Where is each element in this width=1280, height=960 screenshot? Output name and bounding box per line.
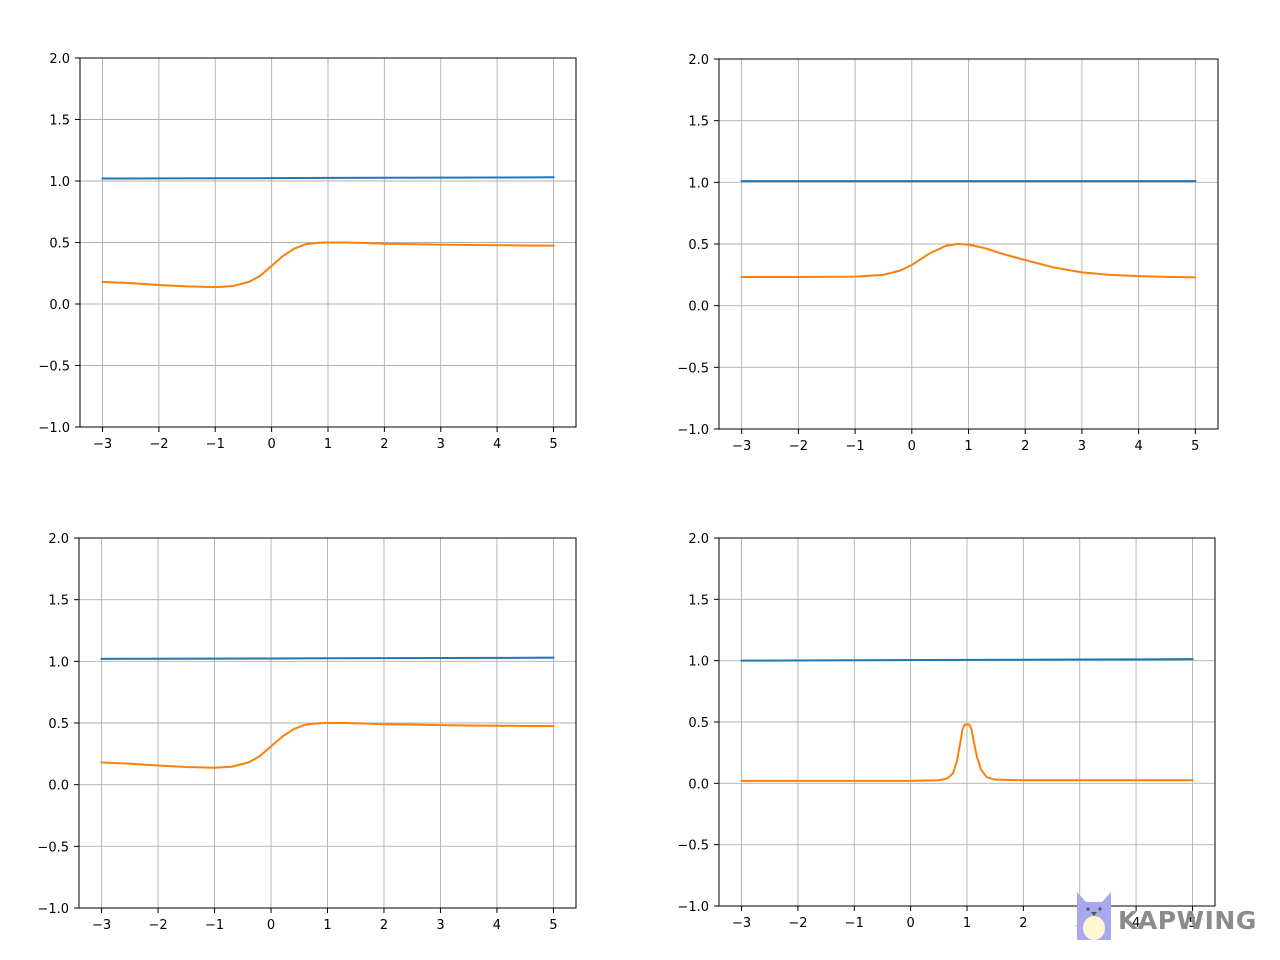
top-right-ytick-label-3: 0.5 (688, 238, 709, 253)
subplot-bottom-left: −3 −2 −1 0 1 2 3 4 5 −1.0 −0.5 0.0 0.5 1.0 1.5 2.0 (37, 532, 577, 933)
bottom-left-xtick-label-4: 1 (323, 918, 331, 933)
top-left-ytick-label-5: 1.5 (49, 114, 70, 129)
top-right-ytick-label-5: 1.5 (688, 115, 709, 130)
bottom-right-ytick-label-4: 1.0 (688, 655, 709, 670)
kapwing-logo-icon (1077, 892, 1111, 940)
top-right-ytick-label-2: 0.0 (688, 300, 709, 315)
bottom-right-series-blue-line (740, 658, 1194, 662)
subplot-top-left: −3 −2 −1 0 1 2 3 4 5 −1.0 −0.5 0.0 0.5 1.0 1.5 2.0 (38, 52, 577, 452)
bottom-right-ytick-label-1: −0.5 (677, 839, 709, 854)
top-right-ytick-label-1: −0.5 (677, 361, 709, 376)
bottom-left-ytick-label-0: −1.0 (37, 902, 69, 917)
top-right-xtick-label-4: 1 (964, 439, 972, 454)
bottom-right-xtick-label-4: 1 (963, 916, 971, 931)
top-left-xtick-label-7: 4 (493, 437, 501, 452)
top-left-ytick-label-4: 1.0 (49, 175, 70, 190)
bottom-right-series-orange-line (740, 723, 1194, 782)
top-right-xtick-label-3: 0 (908, 439, 916, 454)
top-left-ytick-label-1: −0.5 (38, 360, 70, 375)
top-left-xtick-label-8: 5 (549, 437, 557, 452)
bottom-left-xtick-label-2: −1 (205, 918, 224, 933)
bottom-left-xtick-label-5: 2 (380, 918, 388, 933)
kapwing-watermark: KAPWING (1077, 892, 1257, 940)
bottom-right-xtick-label-0: −3 (732, 916, 751, 931)
bottom-left-xtick-label-7: 4 (493, 918, 501, 933)
top-left-ytick-label-3: 0.5 (49, 237, 70, 252)
bottom-left-xtick-label-1: −2 (148, 918, 167, 933)
bottom-left-series-orange-line (100, 722, 555, 769)
bottom-left-ytick-label-5: 1.5 (48, 594, 69, 609)
top-right-xtick-label-1: −2 (789, 439, 808, 454)
kapwing-watermark-text: KAPWING (1118, 906, 1257, 935)
top-right-ytick-label-4: 1.0 (688, 176, 709, 191)
top-right-xtick-label-8: 5 (1191, 439, 1199, 454)
bottom-left-ytick-label-4: 1.0 (48, 655, 69, 670)
top-right-xtick-label-6: 3 (1078, 439, 1086, 454)
top-right-xtick-label-7: 4 (1134, 439, 1142, 454)
bottom-left-series-blue-line (100, 656, 555, 660)
top-left-series-orange-line (101, 241, 555, 289)
bottom-right-ytick-label-5: 1.5 (688, 593, 709, 608)
top-left-xtick-label-1: −2 (149, 437, 168, 452)
bottom-right-xtick-label-8: 5 (1188, 916, 1196, 931)
bottom-left-xtick-label-6: 3 (436, 918, 444, 933)
bottom-left-xtick-label-0: −3 (92, 918, 111, 933)
top-right-xtick-label-5: 2 (1021, 439, 1029, 454)
top-left-ytick-label-2: 0.0 (49, 298, 70, 313)
top-right-ytick-label-0: −1.0 (677, 423, 709, 438)
top-right-xtick-label-0: −3 (732, 439, 751, 454)
bottom-left-xtick-label-8: 5 (549, 918, 557, 933)
bottom-right-xtick-label-3: 0 (906, 916, 914, 931)
top-left-ytick-label-0: −1.0 (38, 421, 70, 436)
bottom-left-ytick-label-2: 0.0 (48, 779, 69, 794)
top-right-series-orange-line (740, 243, 1197, 279)
top-left-xtick-label-2: −1 (206, 437, 225, 452)
top-left-xtick-label-4: 1 (324, 437, 332, 452)
top-left-xtick-label-6: 3 (437, 437, 445, 452)
bottom-left-ytick-label-6: 2.0 (48, 532, 69, 547)
top-right-xtick-label-2: −1 (846, 439, 865, 454)
bottom-left-xtick-label-3: 0 (267, 918, 275, 933)
bottom-left-ytick-label-1: −0.5 (37, 840, 69, 855)
bottom-right-ytick-label-0: −1.0 (677, 900, 709, 915)
bottom-right-ytick-label-6: 2.0 (688, 532, 709, 547)
top-left-series-blue-line (101, 176, 555, 180)
bottom-right-xtick-label-7: 4 (1132, 916, 1140, 931)
subplot-top-right: −3 −2 −1 0 1 2 3 4 5 −1.0 −0.5 0.0 0.5 1.0 1.5 2.0 (677, 53, 1219, 454)
bottom-left-ytick-label-3: 0.5 (48, 717, 69, 732)
bottom-right-xtick-label-5: 2 (1019, 916, 1027, 931)
top-left-ytick-label-6: 2.0 (49, 52, 70, 67)
top-left-xtick-label-3: 0 (267, 437, 275, 452)
top-left-xtick-label-5: 2 (380, 437, 388, 452)
bottom-right-ytick-label-3: 0.5 (688, 716, 709, 731)
top-left-xtick-label-0: −3 (93, 437, 112, 452)
bottom-right-ytick-label-2: 0.0 (688, 777, 709, 792)
bottom-right-xtick-label-2: −1 (845, 916, 864, 931)
bottom-right-xtick-label-1: −2 (788, 916, 807, 931)
top-right-ytick-label-6: 2.0 (688, 53, 709, 68)
